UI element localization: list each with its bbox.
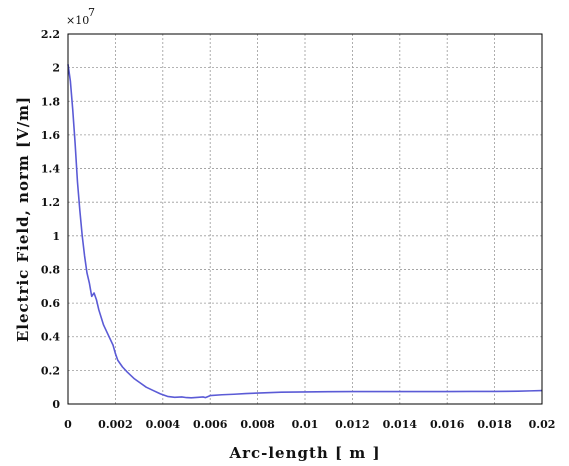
- y-tick-label: 1.4: [41, 163, 60, 176]
- x-axis-title: Arc-length [ m ]: [228, 444, 380, 462]
- x-tick-label: 0.016: [430, 418, 465, 431]
- y-tick-label: 0: [52, 398, 60, 411]
- y-tick-label: 0.8: [41, 263, 60, 276]
- y-tick-label: 2.2: [41, 28, 60, 41]
- x-tick-label: 0.01: [292, 418, 319, 431]
- y-axis-title: Electric Field, norm [V/m]: [14, 96, 32, 342]
- x-tick-label: 0.014: [383, 418, 418, 431]
- y-tick-label: 0.6: [41, 297, 60, 310]
- y-exponent-base: ×10: [66, 14, 89, 27]
- x-tick-label: 0.012: [335, 418, 369, 431]
- plot-frame: [67, 33, 543, 405]
- y-tick-label: 1.2: [41, 196, 60, 209]
- x-tick-label: 0.02: [529, 418, 556, 431]
- y-tick-labels: 0 0.2 0.4 0.6 0.8 1 1.2 1.4 1.6 1.8 2 2.2: [41, 28, 60, 411]
- x-tick-label: 0.002: [98, 418, 132, 431]
- x-tick-label: 0.006: [193, 418, 228, 431]
- y-tick-label: 0.4: [41, 331, 60, 344]
- x-tick-label: 0.008: [240, 418, 275, 431]
- y-tick-label: 1.8: [41, 95, 60, 108]
- y-tick-label: 1: [52, 230, 60, 243]
- x-tick-label: 0: [64, 418, 72, 431]
- y-tick-label: 2: [52, 62, 60, 75]
- series-line: [67, 64, 543, 399]
- y-tick-label: 0.2: [41, 364, 60, 377]
- x-tick-label: 0.004: [146, 418, 181, 431]
- y-tick-label: 1.6: [41, 129, 60, 142]
- x-tick-labels: 0 0.002 0.004 0.006 0.008 0.01 0.012 0.014 0.016…: [64, 418, 555, 431]
- y-exponent-power: 7: [88, 6, 95, 19]
- x-tick-label: 0.018: [477, 418, 512, 431]
